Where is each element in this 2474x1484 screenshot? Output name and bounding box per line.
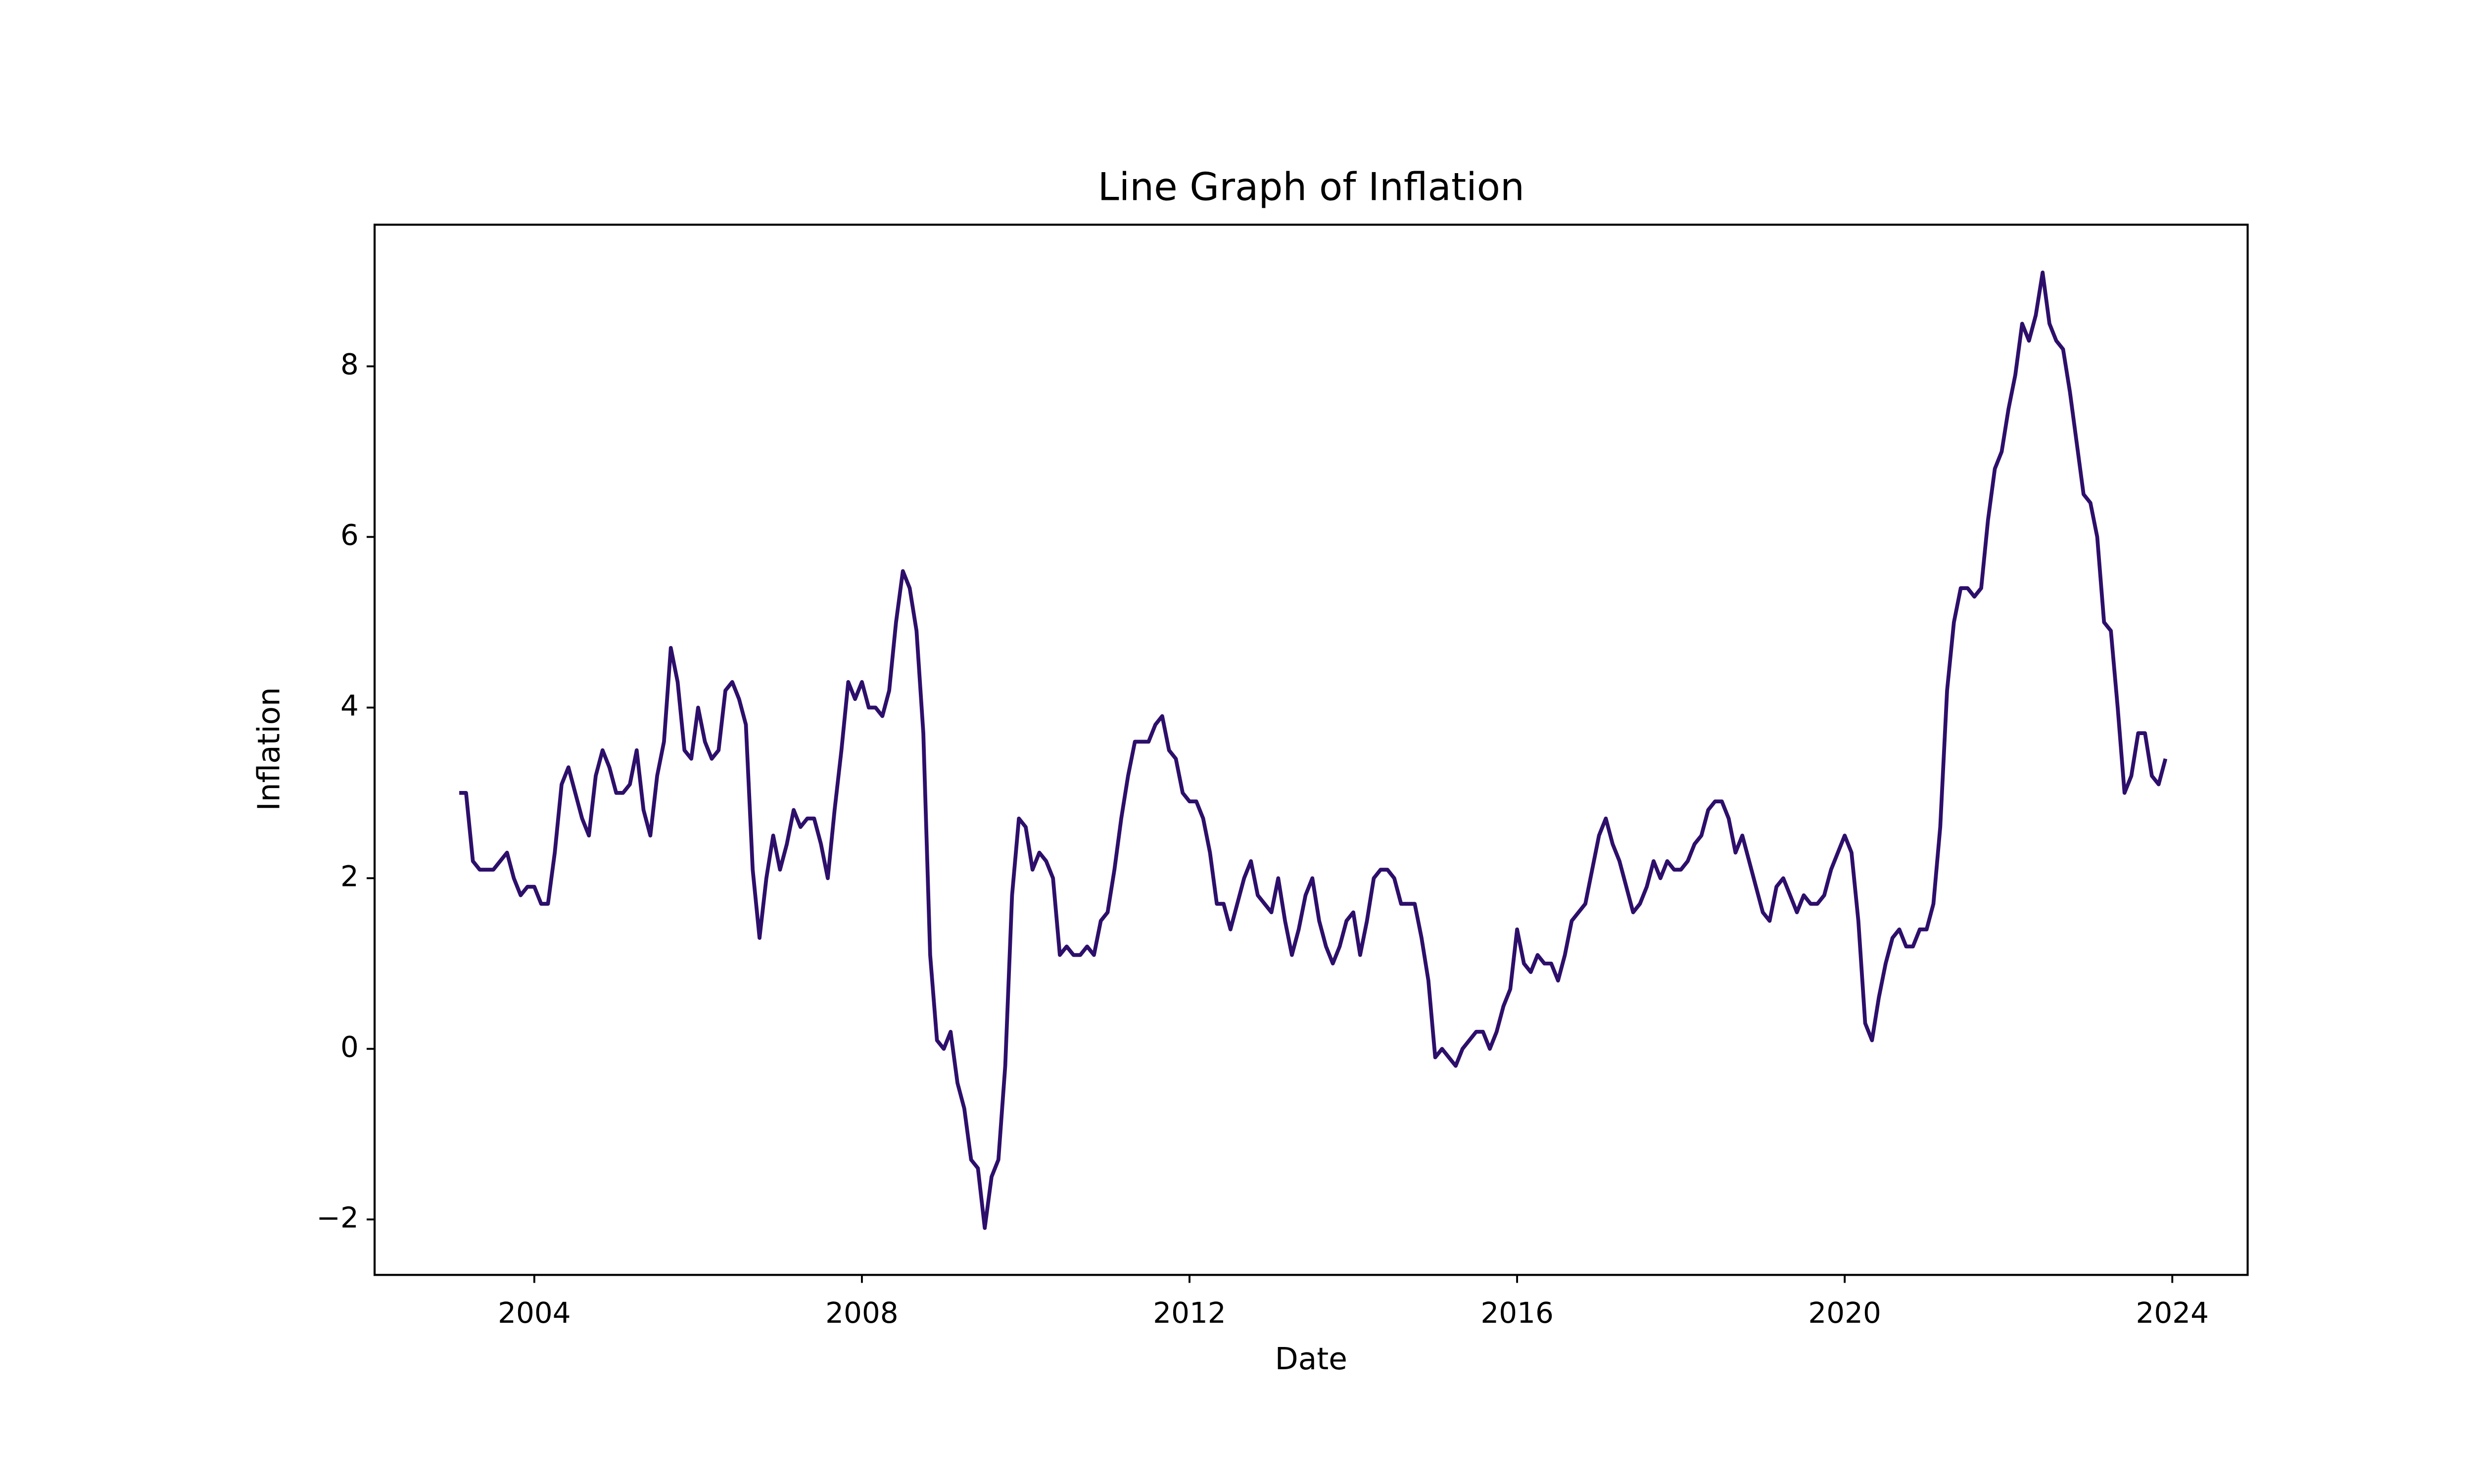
y-tick-label: 0 xyxy=(340,1030,359,1064)
y-axis-label: Inflation xyxy=(251,687,286,811)
x-tick-label: 2012 xyxy=(1153,1296,1226,1330)
x-tick-label: 2016 xyxy=(1480,1296,1554,1330)
y-tick-label: 8 xyxy=(340,348,359,381)
x-tick-label: 2004 xyxy=(498,1296,571,1330)
chart-title: Line Graph of Inflation xyxy=(1098,165,1524,209)
x-tick-label: 2020 xyxy=(1808,1296,1881,1330)
y-tick-label: 2 xyxy=(340,859,359,893)
x-tick-label: 2008 xyxy=(825,1296,899,1330)
y-tick-label: −2 xyxy=(316,1201,358,1234)
data-line xyxy=(459,270,2168,1230)
y-tick-label: 6 xyxy=(340,518,359,552)
y-tick-label: 4 xyxy=(340,689,359,723)
plot-frame xyxy=(373,224,2249,1276)
x-axis-label: Date xyxy=(1275,1342,1347,1377)
x-tick-label: 2024 xyxy=(2136,1296,2209,1330)
